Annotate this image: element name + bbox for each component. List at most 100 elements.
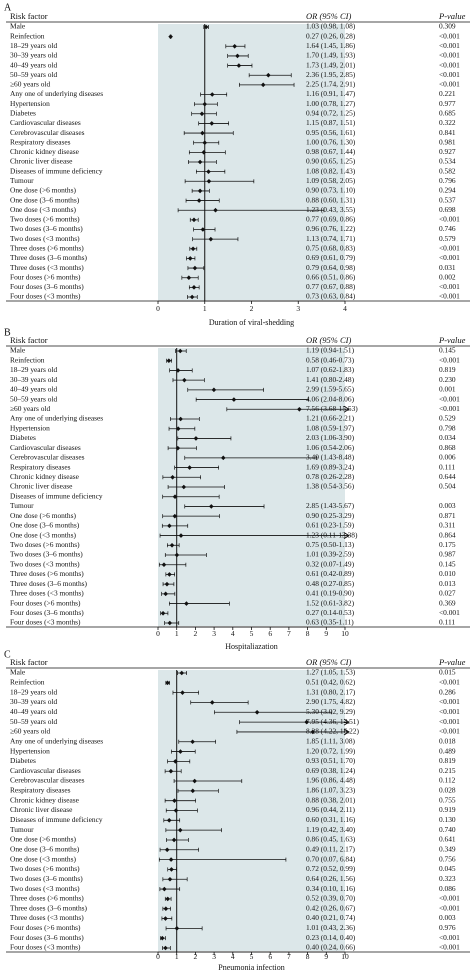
p-value: <0.001 [439, 727, 460, 736]
or-ci-text: 0.32 (0.07-1.49) [306, 559, 355, 568]
risk-factor-label: 40–49 years old [10, 707, 58, 716]
risk-factor-label: Four doses (<3 months) [10, 292, 81, 301]
point-estimate-marker [186, 275, 192, 281]
p-value: <0.001 [439, 41, 460, 50]
risk-factor-label: Four doses (>6 months) [10, 923, 81, 932]
header-p-value: P-value [438, 11, 466, 21]
risk-factor-label: Chronic kidney disease [10, 147, 80, 156]
or-ci-text: 1.64 (1.45, 1.86) [306, 41, 356, 50]
p-value: <0.001 [439, 394, 460, 403]
p-value: 0.112 [439, 776, 456, 785]
p-value: 0.868 [439, 443, 456, 452]
point-estimate-marker [163, 591, 168, 597]
point-estimate-marker [235, 53, 240, 59]
p-value: 0.582 [439, 166, 456, 175]
point-estimate-marker [160, 935, 165, 941]
point-estimate-marker [196, 198, 202, 203]
or-ci-text: 0.27 (0.14-0.53) [306, 608, 355, 617]
or-ci-text: 0.48 (0.27-0.85) [306, 579, 355, 588]
x-tick-label: 6 [268, 952, 272, 961]
or-ci-text: 0.73 (0.63, 0.84) [306, 292, 356, 301]
point-estimate-marker [206, 178, 212, 184]
panel-letter: A [4, 2, 12, 13]
p-value: <0.001 [439, 60, 460, 69]
p-value: 0.013 [439, 579, 456, 588]
x-tick-label: 0 [156, 629, 160, 638]
risk-factor-label: Chronic liver disease [10, 805, 73, 814]
x-tick-label: 1 [175, 629, 179, 638]
point-estimate-marker [184, 601, 189, 606]
risk-factor-label: Tumour [10, 501, 34, 510]
or-ci-text: 0.96 (0.76, 1.22) [306, 224, 356, 233]
p-value: 0.819 [439, 365, 456, 374]
p-value: 0.987 [439, 550, 456, 559]
risk-factor-label: Any one of underlying diseases [10, 414, 103, 423]
or-ci-text: 0.75 (0.50-1.13) [306, 540, 355, 549]
x-tick-label: 0 [156, 952, 160, 961]
point-estimate-marker [190, 739, 195, 745]
x-tick-label: 4 [231, 629, 235, 638]
point-estimate-marker [190, 788, 196, 794]
or-ci-text: 1.38 (0.54-3.56) [306, 482, 355, 491]
p-value: 0.864 [439, 530, 456, 539]
ci-arrow [343, 405, 350, 413]
p-value: 0.369 [439, 598, 456, 607]
or-ci-text: 0.69 (0.61, 0.79) [306, 253, 356, 262]
x-tick-label: 2 [194, 952, 198, 961]
or-ci-text: 0.34 (0.10, 1.16) [306, 884, 356, 893]
point-estimate-marker [236, 63, 242, 68]
or-ci-text: 1.07 (0.62-1.83) [306, 365, 355, 374]
p-value: 0.309 [439, 22, 456, 31]
header-risk-factor: Risk factor [10, 11, 48, 21]
x-axis-label: Hospitaliazation [225, 642, 277, 651]
point-estimate-marker [161, 562, 167, 568]
risk-factor-label: Reinfection [10, 678, 45, 687]
p-value: 0.644 [439, 472, 456, 481]
point-estimate-marker [193, 436, 199, 441]
risk-factor-label: Four doses (<3 months) [10, 618, 81, 627]
point-estimate-marker [190, 246, 196, 252]
x-tick-label: 10 [341, 952, 349, 961]
risk-factor-label: Any one of underlying diseases [10, 736, 103, 745]
risk-factor-label: One dose (3–6 months) [10, 844, 80, 853]
header-or: OR (95% CI) [306, 11, 351, 21]
p-value: 0.294 [439, 186, 456, 195]
x-tick-label: 7 [287, 952, 291, 961]
point-estimate-marker [170, 474, 175, 480]
p-value: 0.641 [439, 835, 456, 844]
point-estimate-marker [173, 808, 179, 813]
risk-factor-label: Cardiovascular diseases [10, 443, 81, 452]
or-ci-text: 3.49 (1.43-8.48) [306, 453, 355, 462]
point-estimate-marker [167, 620, 173, 626]
p-value: <0.001 [439, 608, 460, 617]
p-value: <0.001 [439, 31, 460, 40]
p-value: 0.034 [439, 433, 456, 442]
point-estimate-marker [160, 610, 166, 616]
p-value: <0.001 [439, 355, 460, 364]
risk-factor-label: One dose (3–6 months) [10, 195, 80, 204]
risk-factor-label: Cardiovascular diseases [10, 766, 81, 775]
risk-factor-label: Diseases of immune deficiency [10, 491, 103, 500]
or-ci-text: 0.94 (0.72, 1.25) [306, 108, 356, 117]
point-estimate-marker [202, 101, 208, 107]
point-estimate-marker [163, 916, 168, 921]
or-ci-text: 1.08 (0.59-1.97) [306, 423, 355, 432]
or-ci-text: 1.15 (0.87, 1.51) [306, 118, 356, 127]
or-ci-text: 1.19 (0.94-1.51) [306, 346, 355, 355]
or-ci-text: 0.88 (0.38, 2.01) [306, 795, 356, 804]
p-value: <0.001 [439, 70, 460, 79]
p-value: 0.286 [439, 687, 456, 696]
risk-factor-label: Cerebrovascular diseases [10, 128, 85, 137]
risk-factor-label: Diabetes [10, 433, 36, 442]
risk-factor-label: One dose (<3 months) [10, 530, 76, 539]
ci-arrow [343, 718, 350, 726]
risk-factor-label: Three doses (>6 months) [10, 894, 84, 903]
or-ci-text: 1.70 (1.49, 1.93) [306, 51, 356, 60]
p-value: 0.981 [439, 137, 456, 146]
x-tick-label: 1 [175, 952, 179, 961]
or-ci-text: 1.00 (0.76, 1.30) [306, 137, 356, 146]
header-risk-factor: Risk factor [10, 335, 48, 345]
x-tick-label: 3 [212, 952, 216, 961]
p-value: 0.698 [439, 205, 456, 214]
